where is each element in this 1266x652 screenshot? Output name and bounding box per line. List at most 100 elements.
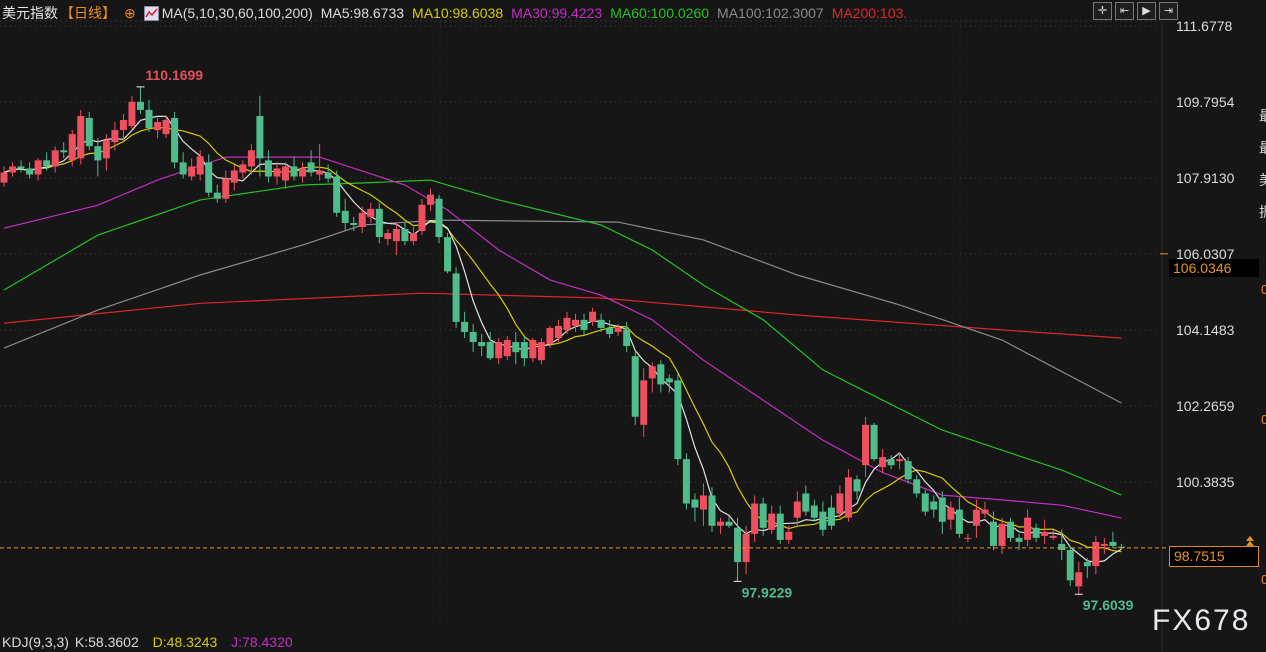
candle [188, 158, 196, 181]
candle-body [734, 527, 742, 563]
candle [1109, 531, 1117, 548]
candle-body [580, 319, 588, 330]
candle-body [896, 459, 904, 462]
candle [1083, 558, 1091, 579]
candle [665, 374, 673, 393]
candle-body [785, 531, 793, 540]
candle-body [17, 166, 25, 169]
candle [264, 150, 272, 183]
candle-body [384, 233, 392, 240]
candle [742, 525, 750, 575]
candle-body [904, 461, 912, 480]
candle-body [682, 459, 690, 504]
candle [836, 485, 844, 518]
y-axis-tick-label: 109.7954 [1176, 94, 1235, 110]
candle-body [77, 115, 85, 159]
candle [136, 86, 144, 114]
exit-icon[interactable]: ⇥ [1159, 2, 1178, 20]
candle [529, 338, 537, 363]
low-price-annotation: 97.6039 [1083, 597, 1134, 613]
candle-body [1032, 527, 1040, 538]
candle-body [205, 162, 213, 193]
candle-body [307, 162, 315, 173]
crosshair-icon[interactable]: ✛ [1093, 2, 1112, 20]
candle-body [239, 164, 247, 173]
candle-body [981, 509, 989, 514]
candle-body [495, 342, 503, 359]
candle-body [1024, 517, 1032, 540]
candle-body [972, 509, 980, 526]
y-axis-tick-label: 100.3835 [1176, 474, 1235, 490]
candle-body [154, 122, 162, 131]
candle [1007, 517, 1015, 542]
candle-body [640, 380, 648, 425]
candle-body [827, 507, 835, 526]
candle-body [281, 166, 289, 181]
candle [563, 311, 571, 334]
candle-body [1075, 572, 1083, 587]
fit-range-icon[interactable]: ⇤ [1115, 2, 1134, 20]
candle-body [213, 192, 221, 199]
candle [307, 150, 315, 177]
candle [725, 515, 733, 528]
candle [819, 501, 827, 536]
candle-body [145, 109, 153, 129]
candle [495, 338, 503, 365]
candle-body [392, 228, 400, 242]
candle-body [717, 521, 725, 526]
period-selector[interactable]: 【日线】 [60, 5, 116, 21]
candle-body [529, 340, 537, 359]
candle-body [85, 117, 93, 147]
candle-body [60, 150, 68, 153]
candle [333, 170, 341, 217]
candle [887, 455, 895, 470]
candle-body [1109, 541, 1117, 546]
candle [904, 457, 912, 484]
candle-body [444, 237, 452, 272]
candle [947, 501, 955, 530]
candle [503, 335, 511, 361]
candle [392, 222, 400, 256]
candle-body [648, 366, 656, 379]
candle-body [691, 499, 699, 508]
candle-body [546, 327, 554, 345]
candle [196, 150, 204, 181]
candle-body [273, 168, 281, 177]
candle [938, 491, 946, 534]
candle-body [247, 150, 255, 167]
ma-params: MA(5,10,30,60,100,200) [161, 5, 313, 21]
candle [623, 321, 631, 353]
candle [444, 233, 452, 274]
candle-body [375, 208, 383, 238]
ma30-line [3, 156, 1122, 519]
candle [154, 117, 162, 139]
candle [358, 206, 366, 234]
ma5-line [3, 115, 1122, 563]
candle-body [844, 477, 852, 518]
candle-body [793, 501, 801, 518]
candle [51, 146, 59, 173]
ma100-value: MA100:102.3007 [717, 5, 824, 21]
ma100-line [3, 219, 1122, 404]
overlay: 110.1699 97.9229 97.6039 [0, 67, 1255, 613]
candle [26, 162, 34, 179]
play-forward-icon[interactable]: ▶ [1137, 2, 1156, 20]
candle [691, 493, 699, 522]
candle [469, 323, 477, 353]
side-panel-char: 最 [1259, 106, 1266, 126]
candle-body [964, 537, 972, 539]
candle [43, 152, 51, 171]
chart-indicator-icon[interactable] [143, 5, 159, 21]
candle-body [324, 172, 332, 179]
candle [478, 333, 486, 357]
candle [768, 505, 776, 534]
crosshair-circle-icon[interactable]: ⊕ [124, 4, 136, 21]
candle-body [862, 424, 870, 466]
candle-body [776, 513, 784, 540]
candle-body [853, 479, 861, 492]
kdj-d: D:48.3243 [152, 634, 218, 650]
candle-body [1058, 543, 1066, 550]
candle-body [333, 176, 341, 213]
ma5-value: MA5:98.6733 [320, 5, 405, 21]
